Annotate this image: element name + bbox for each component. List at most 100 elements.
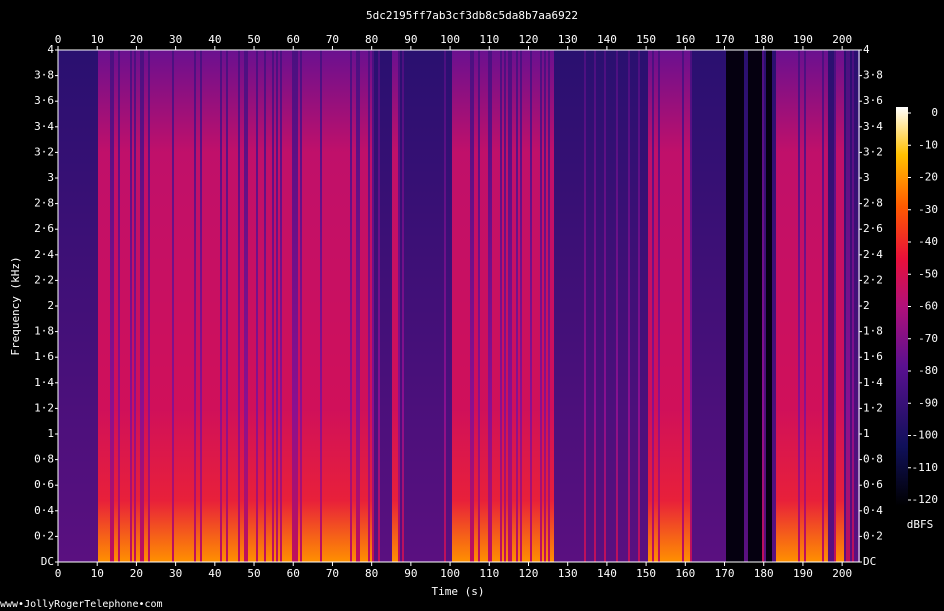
- spectrogram-column: [216, 50, 218, 562]
- spectrogram-column: [298, 50, 300, 562]
- spectrogram-column: [536, 50, 538, 562]
- x-tick-label: 60: [287, 33, 300, 46]
- spectrogram-column: [242, 50, 244, 562]
- spectrogram-column: [530, 50, 532, 562]
- spectrogram-column: [662, 50, 664, 562]
- spectrogram-column: [596, 50, 598, 562]
- spectrogram-column: [224, 50, 226, 562]
- spectrogram-column: [726, 50, 728, 562]
- x-tick-label: 90: [404, 567, 417, 580]
- spectrogram-column: [104, 50, 106, 562]
- spectrogram-column: [460, 50, 462, 562]
- spectrogram-column: [798, 50, 800, 562]
- spectrogram-column: [310, 50, 312, 562]
- spectrogram-column: [642, 50, 644, 562]
- spectrogram-column: [532, 50, 534, 562]
- spectrogram-column: [792, 50, 794, 562]
- spectrogram-column: [588, 50, 590, 562]
- spectrogram-column: [278, 50, 280, 562]
- spectrogram-column: [544, 50, 546, 562]
- spectrogram-column: [682, 50, 684, 562]
- spectrogram-column: [778, 50, 780, 562]
- spectrogram-column: [654, 50, 656, 562]
- spectrogram-column: [180, 50, 182, 562]
- spectrogram-column: [756, 50, 758, 562]
- spectrogram-column: [650, 50, 652, 562]
- spectrogram-column: [246, 50, 248, 562]
- y-tick-label: 1·2: [863, 401, 883, 414]
- spectrogram-column: [164, 50, 166, 562]
- spectrogram-column: [724, 50, 726, 562]
- spectrogram-column: [762, 50, 764, 562]
- spectrogram-column: [200, 50, 202, 562]
- spectrogram-column: [476, 50, 478, 562]
- spectrogram-column: [432, 50, 434, 562]
- spectrogram-column: [598, 50, 600, 562]
- spectrogram-column: [336, 50, 338, 562]
- spectrogram-column: [570, 50, 572, 562]
- spectrogram-column: [66, 50, 68, 562]
- spectrogram-column: [694, 50, 696, 562]
- spectrogram-column: [122, 50, 124, 562]
- spectrogram-column: [456, 50, 458, 562]
- spectrogram-column: [628, 50, 630, 562]
- spectrogram-column: [384, 50, 386, 562]
- spectrogram-column: [846, 50, 848, 562]
- spectrogram-column: [814, 50, 816, 562]
- spectrogram-column: [580, 50, 582, 562]
- spectrogram-column: [608, 50, 610, 562]
- x-tick-label: 80: [365, 33, 378, 46]
- colorbar-tick-label: -80: [918, 364, 938, 377]
- spectrogram-column: [676, 50, 678, 562]
- spectrogram-column: [524, 50, 526, 562]
- spectrogram-column: [592, 50, 594, 562]
- spectrogram-column: [672, 50, 674, 562]
- spectrogram-column: [260, 50, 262, 562]
- spectrogram-column: [516, 50, 518, 562]
- spectrogram-column: [800, 50, 802, 562]
- spectrogram-column: [690, 50, 692, 562]
- spectrogram-column: [412, 50, 414, 562]
- spectrogram-column: [250, 50, 252, 562]
- spectrogram-column: [196, 50, 198, 562]
- spectrogram-column: [698, 50, 700, 562]
- spectrogram-column: [370, 50, 372, 562]
- y-tick-label: 3·4: [34, 120, 54, 133]
- spectrogram-column: [284, 50, 286, 562]
- spectrogram-column: [308, 50, 310, 562]
- y-tick-label: 0·4: [863, 504, 883, 517]
- spectrogram-column: [150, 50, 152, 562]
- x-tick-label: 200: [832, 33, 852, 46]
- spectrogram-column: [124, 50, 126, 562]
- spectrogram-column: [538, 50, 540, 562]
- spectrogram-column: [364, 50, 366, 562]
- spectrogram-column: [518, 50, 520, 562]
- spectrogram-column: [740, 50, 742, 562]
- spectrogram-column: [318, 50, 320, 562]
- spectrogram-column: [86, 50, 88, 562]
- spectrogram-column: [452, 50, 454, 562]
- spectrogram-column: [804, 50, 806, 562]
- spectrogram-column: [102, 50, 104, 562]
- spectrogram-column: [552, 50, 554, 562]
- spectrogram-column: [440, 50, 442, 562]
- spectrogram-column: [410, 50, 412, 562]
- spectrogram-column: [664, 50, 666, 562]
- spectrogram-column: [808, 50, 810, 562]
- spectrogram-column: [88, 50, 90, 562]
- x-tick-label: 20: [130, 33, 143, 46]
- x-tick-label: 140: [597, 567, 617, 580]
- y-tick-label: DC: [41, 555, 54, 568]
- spectrogram-column: [424, 50, 426, 562]
- spectrogram-column: [376, 50, 378, 562]
- spectrogram-column: [126, 50, 128, 562]
- spectrogram-column: [494, 50, 496, 562]
- spectrogram-column: [272, 50, 274, 562]
- spectrogram-column: [770, 50, 772, 562]
- spectrogram-column: [118, 50, 120, 562]
- x-tick-label: 40: [208, 33, 221, 46]
- spectrogram-column: [192, 50, 194, 562]
- spectrogram-column: [360, 50, 362, 562]
- spectrogram-column: [678, 50, 680, 562]
- spectrogram-column: [72, 50, 74, 562]
